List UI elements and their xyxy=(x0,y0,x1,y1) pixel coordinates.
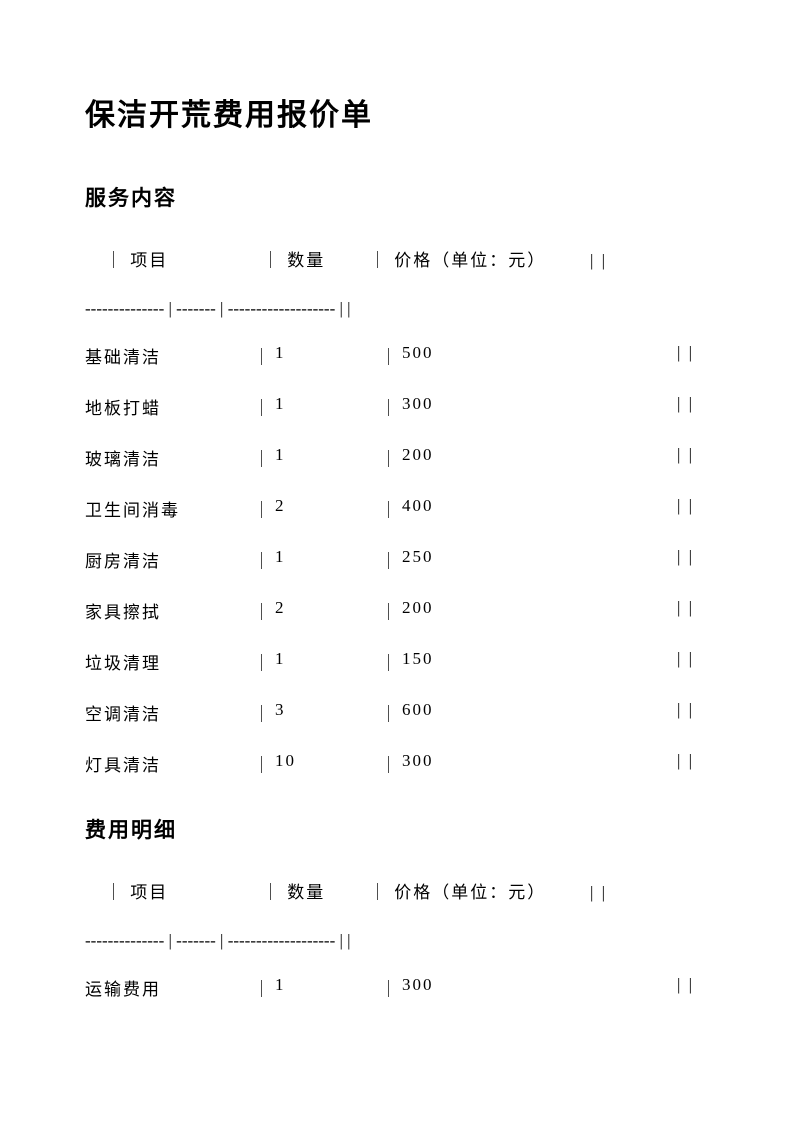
cell-separator: ｜ xyxy=(253,649,275,674)
table-row: 卫生间消毒｜2｜400| | xyxy=(85,496,715,521)
cell-separator: | | xyxy=(677,649,694,674)
cell-separator: ｜ xyxy=(253,975,275,1000)
cell-qty: 1 xyxy=(275,445,380,470)
cell-price: 250 xyxy=(402,547,677,572)
cell-separator: | | xyxy=(677,700,694,725)
cell-separator: ｜ xyxy=(380,700,402,725)
cell-item: 运输费用 xyxy=(85,975,253,1000)
table-row: 玻璃清洁｜1｜200| | xyxy=(85,445,715,470)
table-header: ｜ 项目 ｜ 数量 ｜ 价格（单位：元） | | xyxy=(85,878,715,903)
cell-qty: 3 xyxy=(275,700,380,725)
cell-price: 300 xyxy=(402,394,677,419)
table-divider: -------------- | ------- | -------------… xyxy=(85,299,715,319)
cell-separator: ｜ xyxy=(380,975,402,1000)
table-row: 灯具清洁｜10｜300| | xyxy=(85,751,715,776)
cell-qty: 1 xyxy=(275,343,380,368)
cell-separator: ｜ xyxy=(253,445,275,470)
cell-price: 300 xyxy=(402,751,677,776)
cell-separator: | | xyxy=(677,975,694,1000)
cell-separator: ｜ xyxy=(380,649,402,674)
cell-item: 基础清洁 xyxy=(85,343,253,368)
cell-separator: | | xyxy=(677,394,694,419)
table-header: ｜ 项目 ｜ 数量 ｜ 价格（单位：元） | | xyxy=(85,246,715,271)
cell-price: 600 xyxy=(402,700,677,725)
cell-separator: ｜ xyxy=(253,598,275,623)
cell-separator: | | xyxy=(677,751,694,776)
cell-qty: 10 xyxy=(275,751,380,776)
cell-separator: ｜ xyxy=(253,547,275,572)
table-row: 家具擦拭｜2｜200| | xyxy=(85,598,715,623)
table-divider: -------------- | ------- | -------------… xyxy=(85,931,715,951)
cell-price: 200 xyxy=(402,598,677,623)
cell-item: 卫生间消毒 xyxy=(85,496,253,521)
cell-separator: ｜ xyxy=(253,751,275,776)
table-row: 厨房清洁｜1｜250| | xyxy=(85,547,715,572)
document-title: 保洁开荒费用报价单 xyxy=(85,90,715,134)
cell-price: 150 xyxy=(402,649,677,674)
cell-item: 地板打蜡 xyxy=(85,394,253,419)
cell-separator: | | xyxy=(677,445,694,470)
costs-table: ｜ 项目 ｜ 数量 ｜ 价格（单位：元） | | -------------- … xyxy=(85,878,715,1000)
cell-separator: | | xyxy=(677,343,694,368)
cell-separator: ｜ xyxy=(380,343,402,368)
cell-separator: ｜ xyxy=(253,394,275,419)
cell-separator: ｜ xyxy=(380,394,402,419)
table-row: 基础清洁｜1｜500| | xyxy=(85,343,715,368)
cell-qty: 1 xyxy=(275,547,380,572)
cell-separator: | | xyxy=(677,598,694,623)
cell-price: 200 xyxy=(402,445,677,470)
cell-separator: ｜ xyxy=(253,700,275,725)
cell-item: 灯具清洁 xyxy=(85,751,253,776)
services-table: ｜ 项目 ｜ 数量 ｜ 价格（单位：元） | | -------------- … xyxy=(85,246,715,776)
cell-separator: ｜ xyxy=(380,496,402,521)
cell-separator: ｜ xyxy=(380,598,402,623)
cell-qty: 2 xyxy=(275,496,380,521)
cell-separator: ｜ xyxy=(253,496,275,521)
cell-separator: ｜ xyxy=(380,751,402,776)
section-heading-services: 服务内容 xyxy=(85,182,715,212)
cell-separator: ｜ xyxy=(380,547,402,572)
table-row: 地板打蜡｜1｜300| | xyxy=(85,394,715,419)
cell-item: 厨房清洁 xyxy=(85,547,253,572)
table-row: 空调清洁｜3｜600| | xyxy=(85,700,715,725)
cell-separator: | | xyxy=(677,547,694,572)
cell-item: 垃圾清理 xyxy=(85,649,253,674)
cell-qty: 1 xyxy=(275,975,380,1000)
cell-qty: 2 xyxy=(275,598,380,623)
cell-price: 400 xyxy=(402,496,677,521)
section-heading-costs: 费用明细 xyxy=(85,814,715,844)
cell-item: 玻璃清洁 xyxy=(85,445,253,470)
cell-qty: 1 xyxy=(275,649,380,674)
cell-separator: ｜ xyxy=(380,445,402,470)
cell-item: 空调清洁 xyxy=(85,700,253,725)
cell-separator: | | xyxy=(677,496,694,521)
table-row: 运输费用｜1｜300| | xyxy=(85,975,715,1000)
cell-price: 500 xyxy=(402,343,677,368)
cell-price: 300 xyxy=(402,975,677,1000)
table-row: 垃圾清理｜1｜150| | xyxy=(85,649,715,674)
cell-item: 家具擦拭 xyxy=(85,598,253,623)
cell-separator: ｜ xyxy=(253,343,275,368)
cell-qty: 1 xyxy=(275,394,380,419)
